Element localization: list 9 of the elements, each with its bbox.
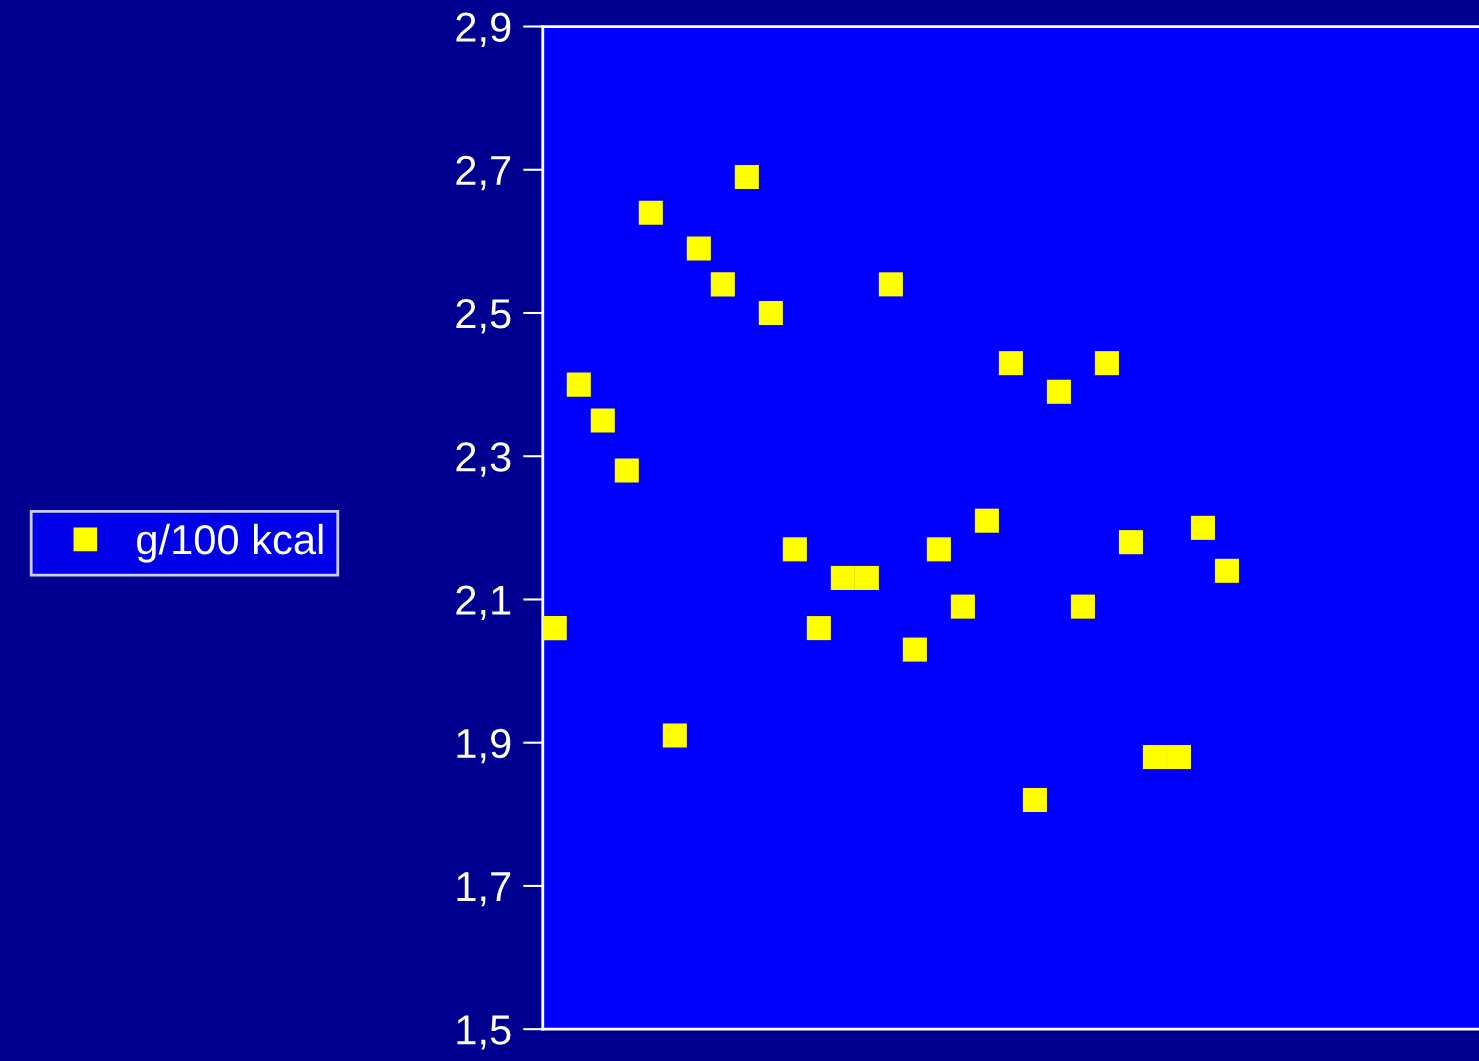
y-tick-label: 2,9 (456, 12, 511, 47)
y-tick-label: 2,5 (456, 299, 511, 334)
y-tick-label: 2,1 (456, 585, 511, 620)
y-tick-label: 2,3 (456, 442, 511, 477)
y-tick-label: 1,5 (457, 1015, 511, 1050)
y-tick-label: 1,7 (457, 872, 511, 907)
y-tick-label: 2,7 (456, 155, 511, 191)
legend-label: g/100 kcal (137, 523, 323, 563)
y-tick-label: 1,9 (457, 728, 511, 764)
